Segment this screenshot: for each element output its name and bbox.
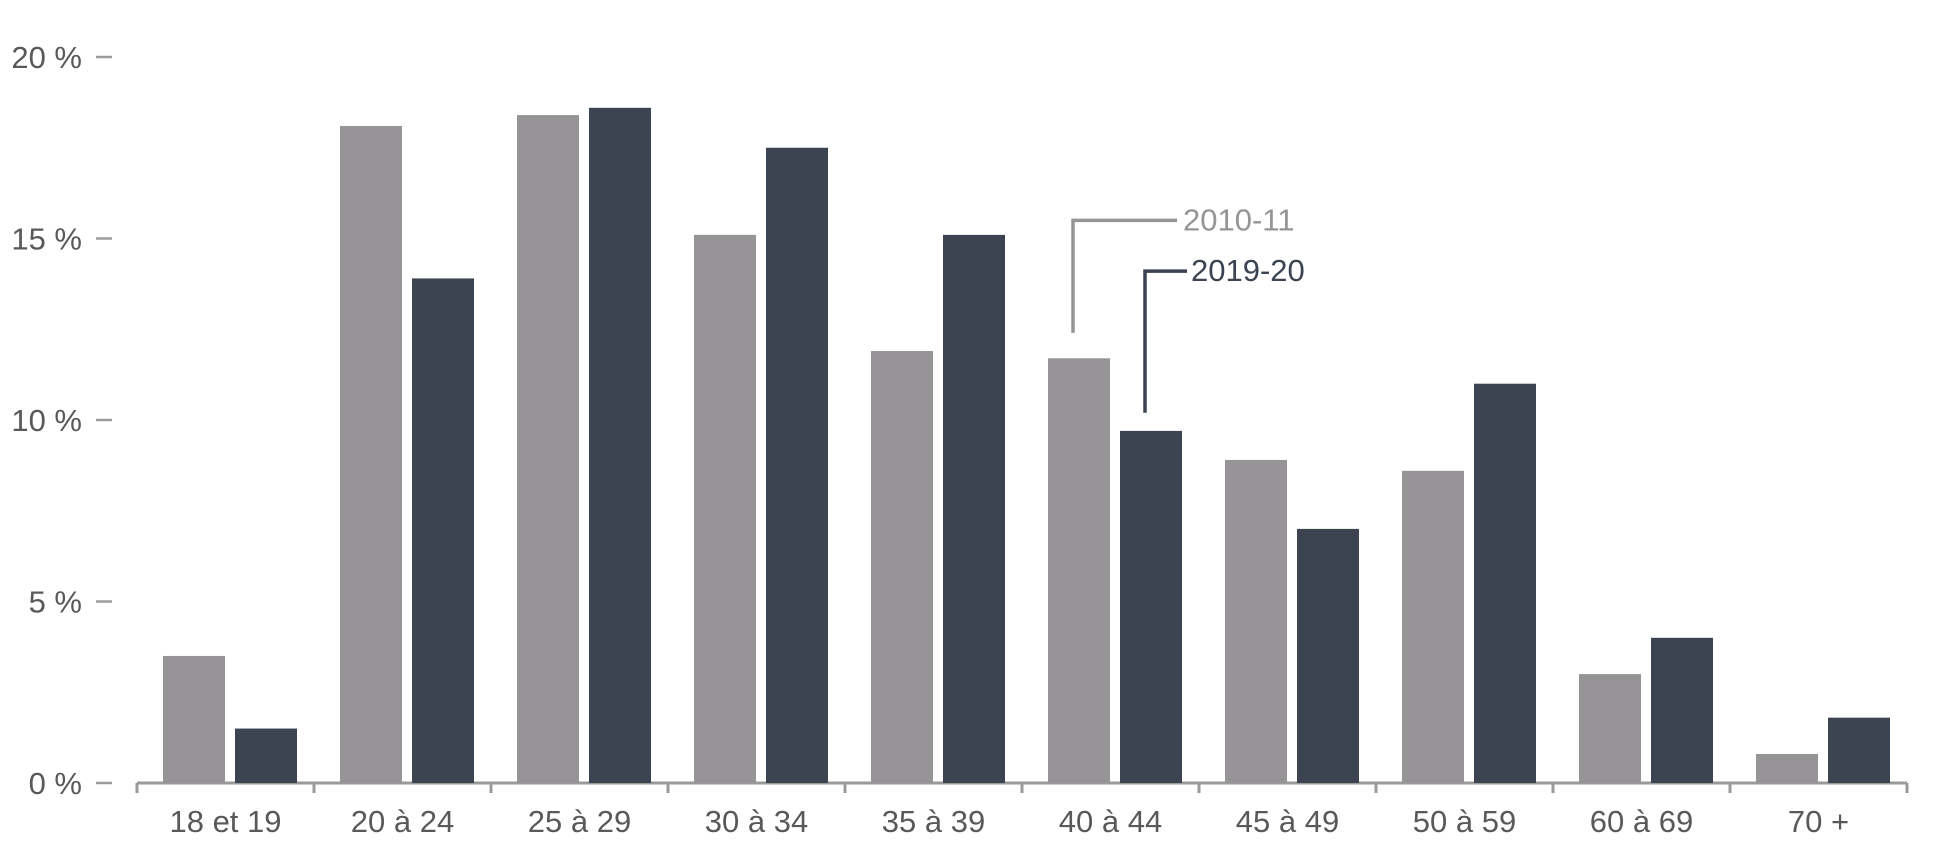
x-axis-category-label: 70 +: [1788, 804, 1849, 839]
y-axis-tick-label: 20 %: [11, 40, 82, 75]
x-axis-category-label: 20 à 24: [351, 804, 454, 839]
bar-2019-20-25-à-29: [589, 107, 651, 783]
bar-2010-11-45-à-49: [1225, 459, 1287, 783]
bar-2019-20-35-à-39: [943, 234, 1005, 783]
y-axis-tick-label: 5 %: [29, 585, 82, 620]
bar-2010-11-70-+: [1756, 753, 1818, 783]
bar-2010-11-20-à-24: [340, 125, 402, 784]
x-axis-category-label: 18 et 19: [169, 804, 281, 839]
bar-2010-11-60-à-69: [1579, 674, 1641, 783]
y-axis-tick-label: 0 %: [29, 766, 82, 801]
bar-2010-11-30-à-34: [694, 234, 756, 783]
x-axis-category-label: 25 à 29: [528, 804, 631, 839]
bar-2010-11-40-à-44: [1048, 358, 1110, 783]
bar-2019-20-45-à-49: [1297, 528, 1359, 783]
legend-label-2019-20: 2019-20: [1191, 253, 1305, 288]
bar-2019-20-50-à-59: [1474, 383, 1536, 783]
bar-2019-20-60-à-69: [1651, 637, 1713, 783]
bar-2019-20-30-à-34: [766, 147, 828, 783]
x-axis-category-label: 40 à 44: [1059, 804, 1162, 839]
bar-2010-11-25-à-29: [517, 115, 579, 783]
bar-2019-20-70-+: [1828, 717, 1890, 783]
bar-2019-20-18-et-19: [235, 728, 297, 783]
bar-2010-11-50-à-59: [1402, 470, 1464, 783]
legend-leader-2010-11: [1071, 218, 1177, 333]
x-axis-category-label: 45 à 49: [1236, 804, 1339, 839]
bar-2019-20-20-à-24: [412, 278, 474, 783]
y-axis-tick-label: 15 %: [11, 222, 82, 257]
x-axis-category-label: 50 à 59: [1413, 804, 1516, 839]
x-axis-category-label: 35 à 39: [882, 804, 985, 839]
bar-2010-11-18-et-19: [163, 655, 225, 783]
x-axis-category-label: 60 à 69: [1590, 804, 1693, 839]
y-axis-tick-label: 10 %: [11, 403, 82, 438]
bar-2010-11-35-à-39: [871, 351, 933, 783]
legend-label-2010-11: 2010-11: [1183, 202, 1294, 237]
bar-2019-20-40-à-44: [1120, 430, 1182, 783]
x-axis-category-label: 30 à 34: [705, 804, 808, 839]
legend-leader-2019-20: [1143, 269, 1187, 413]
